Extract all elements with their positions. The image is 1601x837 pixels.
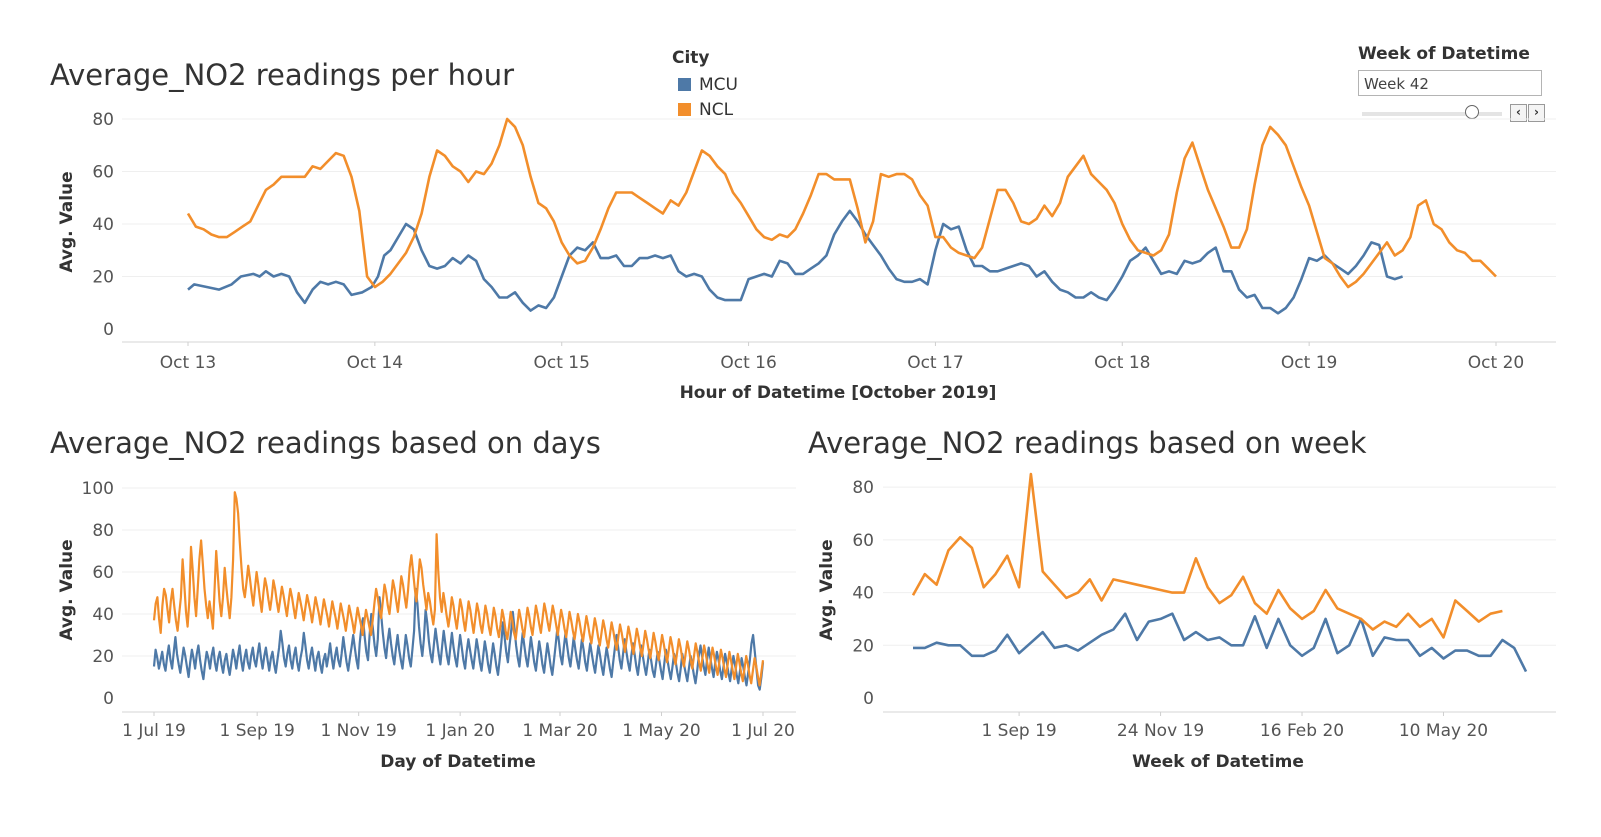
x-tick-hourly-5: Oct 18 — [1094, 353, 1150, 373]
week-filter: Week of Datetime Week 42 ‹ › — [1358, 44, 1548, 124]
y-tick-hourly-0: 0 — [103, 320, 114, 340]
x-tick-daily-6: 1 Jul 20 — [731, 721, 795, 741]
week-slider[interactable]: ‹ › — [1358, 104, 1548, 124]
x-tick-hourly-6: Oct 19 — [1281, 353, 1337, 373]
legend-item-ncl[interactable]: NCL — [672, 97, 738, 122]
x-tick-daily-5: 1 May 20 — [622, 721, 700, 741]
x-tick-daily-1: 1 Sep 19 — [220, 721, 295, 741]
y-tick-daily-20: 20 — [92, 647, 114, 667]
y-axis-title-daily: Avg. Value — [57, 539, 77, 640]
x-tick-hourly-2: Oct 15 — [533, 353, 589, 373]
y-tick-daily-80: 80 — [92, 521, 114, 541]
x-tick-hourly-0: Oct 13 — [160, 353, 216, 373]
legend: City MCU NCL — [672, 48, 738, 122]
y-tick-hourly-40: 40 — [92, 215, 114, 235]
x-tick-hourly-1: Oct 14 — [347, 353, 403, 373]
y-tick-daily-0: 0 — [103, 689, 114, 709]
y-tick-daily-100: 100 — [82, 479, 114, 499]
x-tick-weekly-1: 24 Nov 19 — [1117, 721, 1204, 741]
x-tick-daily-4: 1 Mar 20 — [522, 721, 597, 741]
y-tick-weekly-40: 40 — [852, 584, 874, 604]
legend-item-mcu[interactable]: MCU — [672, 72, 738, 97]
x-axis-title-daily: Day of Datetime — [380, 752, 536, 772]
legend-label-mcu: MCU — [699, 74, 738, 95]
chart-hourly: 0 20 40 60 80 Oct 13 Oct 14 Oct 15 Oct 16 Oct 17 O… — [57, 110, 1556, 403]
series-line-hourly-ncl[interactable] — [186, 117, 1497, 289]
x-axis-title-hourly: Hour of Datetime [October 2019] — [680, 383, 997, 403]
chart-weekly: 0 20 40 60 80 1 Sep 19 24 Nov 19 16 Feb 20 10 Ma… — [817, 472, 1556, 772]
x-tick-hourly-3: Oct 16 — [720, 353, 776, 373]
next-week-button[interactable]: › — [1528, 104, 1545, 122]
chart-title-daily: Average_NO2 readings based on days — [50, 426, 601, 460]
y-tick-weekly-60: 60 — [852, 531, 874, 551]
legend-label-ncl: NCL — [699, 99, 734, 120]
y-tick-weekly-0: 0 — [863, 689, 874, 709]
legend-swatch-ncl — [678, 103, 691, 116]
x-tick-hourly-7: Oct 20 — [1468, 353, 1524, 373]
chart-title-weekly: Average_NO2 readings based on week — [808, 426, 1367, 460]
x-tick-weekly-2: 16 Feb 20 — [1260, 721, 1344, 741]
chart-title-hourly: Average_NO2 readings per hour — [50, 58, 515, 92]
series-line-daily-ncl[interactable] — [152, 491, 765, 687]
y-tick-hourly-60: 60 — [92, 163, 114, 183]
series-line-weekly-ncl[interactable] — [911, 472, 1503, 639]
y-axis-title-weekly: Avg. Value — [817, 539, 837, 640]
slider-track[interactable] — [1362, 112, 1502, 116]
x-tick-daily-2: 1 Nov 19 — [320, 721, 396, 741]
filter-title: Week of Datetime — [1358, 44, 1530, 64]
x-tick-hourly-4: Oct 17 — [907, 353, 963, 373]
prev-week-button[interactable]: ‹ — [1510, 104, 1527, 122]
x-tick-weekly-3: 10 May 20 — [1399, 721, 1488, 741]
series-line-weekly-mcu[interactable] — [913, 612, 1528, 673]
x-tick-daily-3: 1 Jan 20 — [425, 721, 494, 741]
series-line-daily-mcu[interactable] — [152, 587, 765, 691]
legend-title: City — [672, 48, 710, 68]
series-line-hourly-mcu[interactable] — [187, 209, 1404, 315]
y-tick-weekly-20: 20 — [852, 636, 874, 656]
x-axis-title-weekly: Week of Datetime — [1132, 752, 1304, 772]
y-tick-daily-60: 60 — [92, 563, 114, 583]
y-axis-title-hourly: Avg. Value — [57, 171, 77, 272]
y-tick-daily-40: 40 — [92, 605, 114, 625]
week-filter-input[interactable]: Week 42 — [1358, 70, 1542, 96]
x-tick-weekly-0: 1 Sep 19 — [981, 721, 1056, 741]
y-tick-weekly-80: 80 — [852, 478, 874, 498]
y-tick-hourly-20: 20 — [92, 268, 114, 288]
chart-daily: 0 20 40 60 80 100 1 Jul 19 1 Sep 19 1 Nov 19 1 Ja… — [57, 479, 796, 772]
legend-swatch-mcu — [678, 78, 691, 91]
y-tick-hourly-80: 80 — [92, 110, 114, 130]
x-tick-daily-0: 1 Jul 19 — [122, 721, 186, 741]
